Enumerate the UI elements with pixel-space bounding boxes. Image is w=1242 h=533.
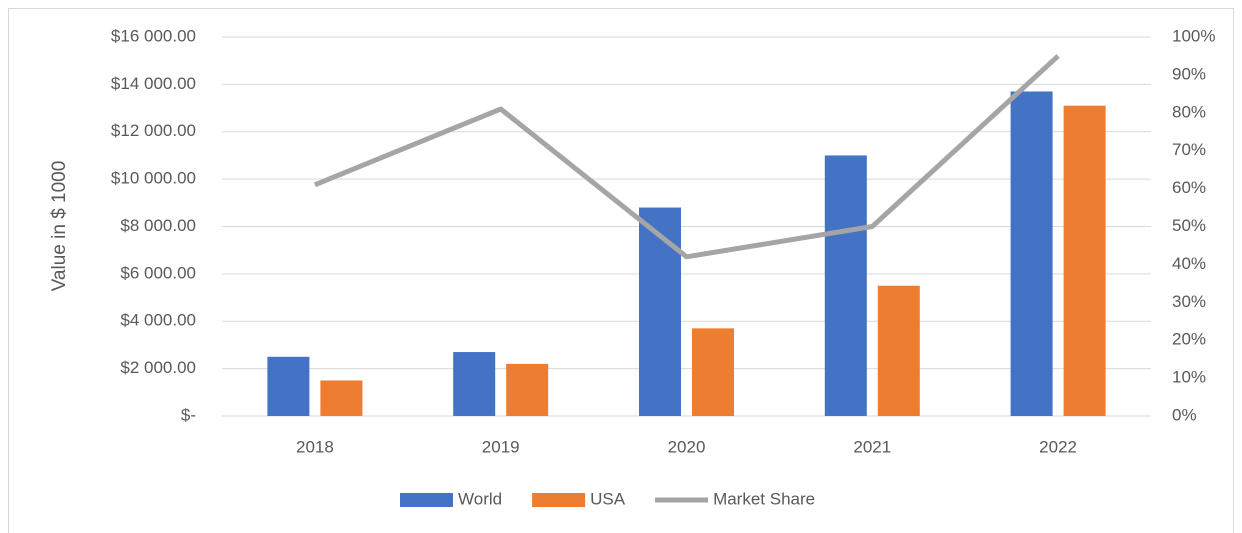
x-tick-label: 2020 (668, 437, 706, 456)
y-tick-label: $10 000.00 (111, 169, 196, 188)
chart-border (8, 8, 1234, 533)
legend-label: World (458, 489, 502, 508)
bar (639, 207, 681, 416)
y-tick-label: $2 000.00 (120, 358, 196, 377)
y-tick-label: $14 000.00 (111, 74, 196, 93)
legend-label: Market Share (713, 489, 815, 508)
y-tick-label: $16 000.00 (111, 26, 196, 45)
x-tick-label: 2022 (1039, 437, 1077, 456)
y-tick-label: $- (181, 405, 196, 424)
bar (506, 363, 549, 416)
y2-tick-label: 100% (1172, 26, 1215, 45)
bar (1010, 91, 1053, 416)
legend-label: USA (590, 489, 626, 508)
y2-tick-label: 70% (1172, 140, 1206, 159)
bar (1063, 105, 1106, 416)
y-tick-label: $12 000.00 (111, 121, 196, 140)
y2-tick-label: 40% (1172, 254, 1206, 273)
y-tick-label: $8 000.00 (120, 216, 196, 235)
y2-tick-label: 20% (1172, 330, 1206, 349)
y2-tick-label: 50% (1172, 216, 1206, 235)
y2-tick-label: 30% (1172, 292, 1206, 311)
y2-tick-label: 90% (1172, 64, 1206, 83)
y2-tick-label: 0% (1172, 405, 1197, 424)
x-tick-label: 2021 (853, 437, 891, 456)
bar (877, 285, 920, 416)
legend-swatch (532, 493, 586, 507)
bar (824, 155, 867, 416)
y-tick-label: $4 000.00 (120, 311, 196, 330)
legend-swatch (400, 493, 453, 507)
line-series (313, 54, 1060, 260)
bar (320, 380, 363, 416)
y2-tick-label: 10% (1172, 368, 1206, 387)
y2-tick-label: 60% (1172, 178, 1206, 197)
bar (267, 356, 310, 416)
y-axis-title: Value in $ 1000 (49, 161, 70, 292)
x-tick-label: 2018 (296, 437, 334, 456)
y2-tick-label: 80% (1172, 102, 1206, 121)
y-tick-label: $6 000.00 (120, 263, 196, 282)
x-tick-label: 2019 (482, 437, 520, 456)
bar (453, 352, 496, 416)
bar (692, 328, 734, 416)
